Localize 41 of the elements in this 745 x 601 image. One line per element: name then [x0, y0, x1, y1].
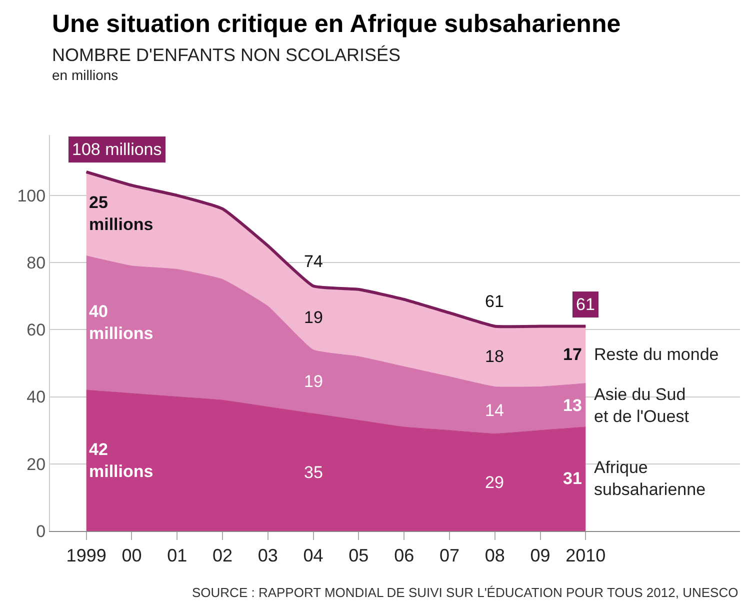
data-label: 19 [304, 372, 323, 391]
data-label: 35 [304, 463, 323, 482]
y-axis-title: en millions [52, 67, 118, 83]
data-label: 19 [304, 308, 323, 327]
source-note: SOURCE : RAPPORT MONDIAL DE SUIVI SUR L'ÉDUCATION POUR TOUS 2012, UNESCO [192, 585, 738, 600]
series-label: Afrique subsaharienne [594, 458, 706, 500]
x-tick-label: 07 [439, 546, 460, 566]
x-tick-label: 06 [394, 546, 414, 566]
y-tick-label: 20 [26, 454, 46, 474]
x-tick-label: 05 [348, 546, 369, 566]
x-tick-label: 04 [303, 546, 324, 566]
series-label: Asie du Sud et de l'Ouest [594, 385, 690, 426]
data-label: 31 [563, 469, 582, 488]
x-tick-label: 2010 [566, 546, 606, 566]
data-label: 13 [563, 396, 582, 415]
x-tick-label: 1999 [66, 546, 106, 566]
x-tick-label: 09 [530, 546, 550, 566]
y-tick-label: 100 [17, 186, 46, 206]
data-label: 42 millions [89, 440, 154, 482]
total-label: 108 millions [72, 140, 162, 159]
data-label: 25 millions [89, 193, 154, 234]
total-label: 74 [304, 252, 323, 271]
data-label: 18 [485, 347, 504, 366]
y-tick-label: 0 [36, 522, 46, 541]
x-tick-label: 01 [167, 546, 188, 566]
chart-subtitle: NOMBRE D'ENFANTS NON SCOLARISÉS [52, 45, 400, 65]
data-label: 14 [485, 401, 504, 420]
chart-title: Une situation critique en Afrique subsaharienne [52, 10, 621, 38]
y-tick-label: 80 [26, 253, 46, 272]
x-tick-label: 00 [122, 546, 142, 566]
data-label: 40 millions [89, 302, 154, 344]
data-label: 17 [563, 345, 582, 364]
y-tick-label: 40 [26, 388, 46, 407]
y-tick-label: 60 [26, 320, 46, 340]
x-tick-label: 08 [484, 546, 505, 566]
total-label: 61 [485, 292, 504, 311]
total-label: 61 [576, 295, 595, 314]
x-tick-label: 03 [258, 546, 278, 566]
x-tick-label: 02 [212, 546, 233, 566]
data-label: 29 [485, 473, 504, 492]
series-label: Reste du monde [594, 345, 719, 364]
